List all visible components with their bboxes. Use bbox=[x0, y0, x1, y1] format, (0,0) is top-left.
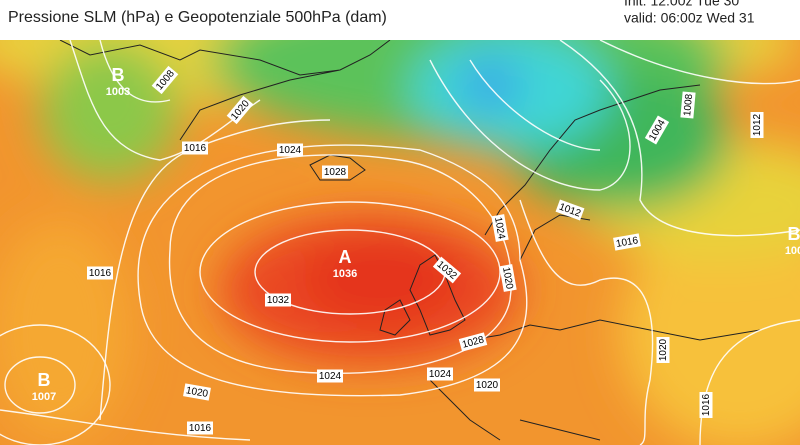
label-box bbox=[555, 199, 585, 221]
center-symbol: A bbox=[339, 247, 352, 267]
init-time: Init: 12:00z Tue 30 bbox=[624, 0, 739, 9]
label-box bbox=[322, 165, 348, 179]
label-text: 1020 bbox=[476, 380, 499, 391]
label-box bbox=[432, 256, 462, 284]
label-box bbox=[499, 264, 517, 292]
label-box bbox=[187, 421, 213, 435]
label-text: 1024 bbox=[319, 371, 342, 382]
valid-time: valid: 06:00z Wed 31 bbox=[624, 10, 755, 26]
isobar-label: 1016 bbox=[613, 233, 641, 251]
label-text: 1016 bbox=[615, 235, 639, 250]
label-text: 1008 bbox=[682, 93, 695, 117]
isobar-label: 1020 bbox=[183, 383, 211, 401]
map-title: Pressione SLM (hPa) e Geopotenziale 500h… bbox=[8, 9, 387, 26]
label-text: 1020 bbox=[185, 385, 209, 400]
isobars bbox=[0, 40, 800, 445]
label-text: 1016 bbox=[701, 393, 712, 416]
label-box bbox=[680, 91, 696, 119]
center-symbol: B bbox=[788, 224, 800, 244]
isobar-label: 1016 bbox=[699, 392, 713, 418]
isobar-label: 1016 bbox=[182, 141, 208, 155]
label-box bbox=[317, 369, 343, 383]
label-box bbox=[87, 266, 113, 280]
center-value: 100 bbox=[785, 245, 800, 257]
isobar-label: 1024 bbox=[427, 367, 453, 381]
label-box bbox=[750, 112, 764, 138]
isobar-label: 1024 bbox=[317, 369, 343, 383]
label-text: 1016 bbox=[189, 423, 212, 434]
isobar-label: 1020 bbox=[656, 337, 670, 363]
label-box bbox=[183, 383, 211, 401]
isobar-label: 1016 bbox=[87, 266, 113, 280]
label-box bbox=[182, 141, 208, 155]
isobar-label: 1024 bbox=[491, 214, 509, 242]
center-symbol: B bbox=[112, 65, 125, 85]
label-text: 1012 bbox=[752, 113, 763, 136]
label-box bbox=[277, 143, 303, 157]
isobar-label: 1020 bbox=[474, 378, 500, 392]
label-text: 1020 bbox=[658, 338, 669, 361]
label-text: 1020 bbox=[500, 266, 515, 290]
label-text: 1024 bbox=[429, 369, 452, 380]
label-box bbox=[699, 392, 713, 418]
header-bg bbox=[0, 0, 800, 40]
center-value: 1036 bbox=[333, 268, 357, 280]
label-box bbox=[613, 233, 641, 251]
isobar-label: 1008 bbox=[680, 91, 696, 119]
label-box bbox=[491, 214, 509, 242]
label-text: 1016 bbox=[184, 143, 207, 154]
label-box bbox=[474, 378, 500, 392]
isobar-label: 1028 bbox=[322, 165, 348, 179]
center-value: 1003 bbox=[106, 86, 130, 98]
center-symbol: B bbox=[38, 370, 51, 390]
isobar-label: 1032 bbox=[265, 293, 291, 307]
isobar-label: 1016 bbox=[187, 421, 213, 435]
label-box bbox=[226, 95, 254, 125]
label-text: 1032 bbox=[267, 295, 290, 306]
label-box bbox=[427, 367, 453, 381]
label-box bbox=[644, 115, 670, 145]
coastlines bbox=[59, 40, 761, 441]
label-text: 1016 bbox=[89, 268, 112, 279]
isobar-label: 1012 bbox=[750, 112, 764, 138]
label-text: 1024 bbox=[279, 145, 302, 156]
label-box bbox=[656, 337, 670, 363]
center-value: 1007 bbox=[32, 391, 56, 403]
isobar-label: 1020 bbox=[499, 264, 517, 292]
label-text: 1028 bbox=[324, 167, 347, 178]
isobar-label: 1024 bbox=[277, 143, 303, 157]
label-text: 1024 bbox=[492, 216, 507, 240]
label-box bbox=[265, 293, 291, 307]
label-box bbox=[151, 65, 179, 95]
